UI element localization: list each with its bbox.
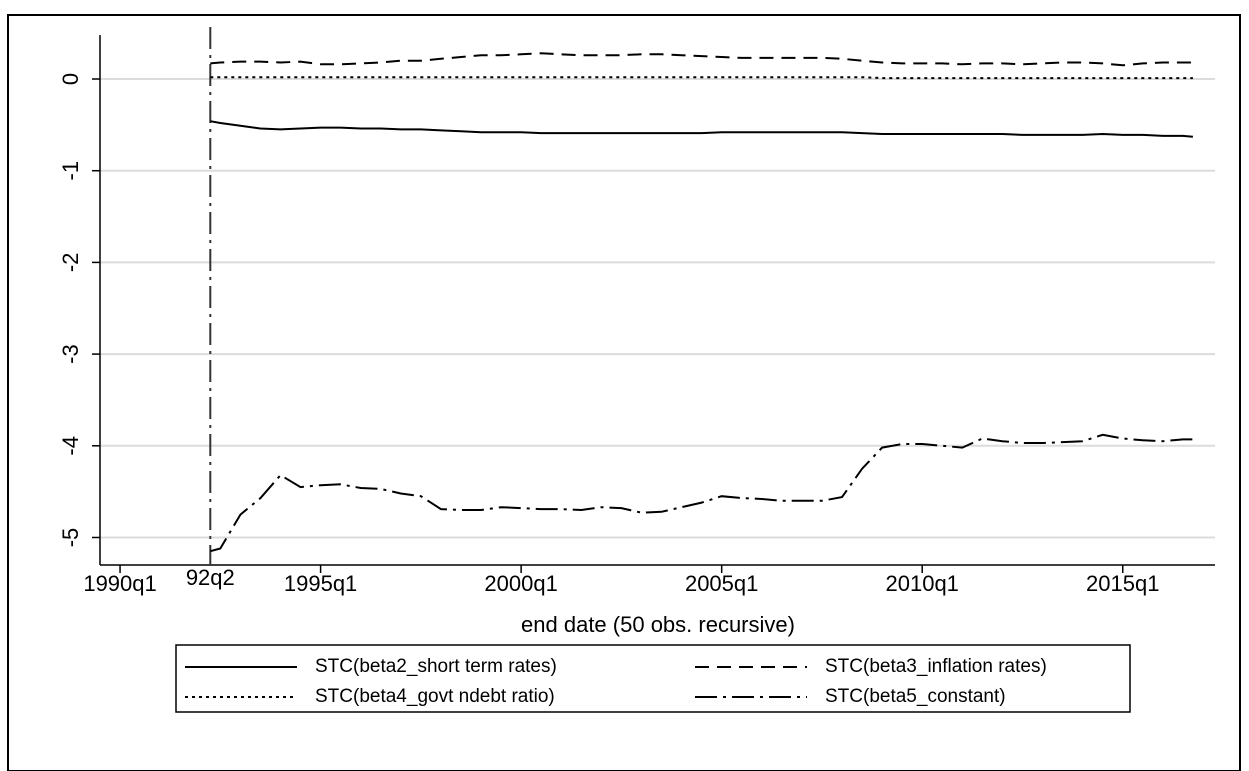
x-tick-label: 1995q1 xyxy=(284,571,357,596)
x-tick-label: 2015q1 xyxy=(1086,571,1159,596)
x-tick-label: 1990q1 xyxy=(83,571,156,596)
series-line xyxy=(210,52,1193,67)
legend xyxy=(175,644,1131,713)
legend-label: STC(beta3_inflation rates) xyxy=(825,656,1047,677)
series-line xyxy=(210,120,1193,138)
y-tick-label: -2 xyxy=(58,253,83,273)
reference-label: 92q2 xyxy=(186,565,235,590)
y-tick-label: 0 xyxy=(58,73,83,85)
y-tick-label: -4 xyxy=(58,436,83,456)
series-line xyxy=(210,76,1193,80)
legend-label: STC(beta4_govt ndebt ratio) xyxy=(315,686,555,707)
y-tick-label: -3 xyxy=(58,344,83,364)
legend-label: STC(beta2_short term rates) xyxy=(315,656,557,677)
series-line xyxy=(210,433,1193,553)
x-tick-label: 2010q1 xyxy=(886,571,959,596)
y-tick-label: -1 xyxy=(58,161,83,181)
x-axis-label: end date (50 obs. recursive) xyxy=(521,612,795,637)
y-tick-label: -5 xyxy=(58,528,83,548)
x-tick-label: 2005q1 xyxy=(685,571,758,596)
legend-label: STC(beta5_constant) xyxy=(825,686,1006,707)
x-tick-label: 2000q1 xyxy=(484,571,557,596)
